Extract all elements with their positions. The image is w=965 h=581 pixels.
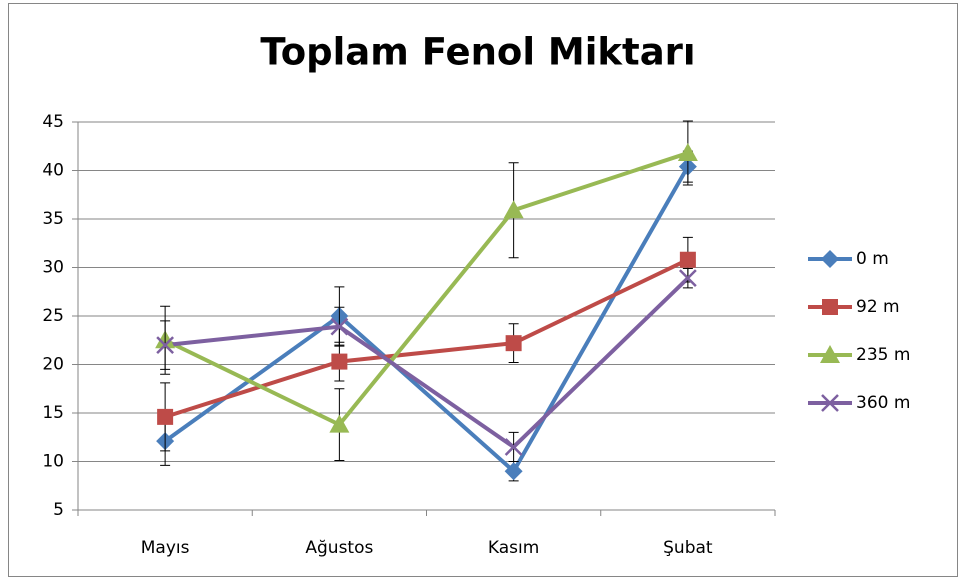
legend-label: 360 m	[856, 393, 910, 413]
marker	[156, 336, 175, 354]
marker	[157, 408, 174, 425]
chart-title: Toplam Fenol Miktarı	[260, 31, 695, 74]
marker	[331, 353, 348, 370]
legend-label: 235 m	[856, 345, 910, 365]
x-tick-label: Şubat	[663, 538, 713, 558]
series-line	[164, 257, 689, 419]
marker	[678, 269, 697, 288]
marker	[505, 335, 522, 352]
y-tick-label: 25	[42, 306, 64, 326]
y-tick-label: 45	[42, 112, 64, 132]
marker	[503, 200, 524, 219]
y-tick-label: 40	[42, 161, 64, 181]
x-tick-label: Mayıs	[141, 538, 190, 558]
marker	[330, 317, 349, 336]
marker	[677, 143, 698, 162]
legend-marker	[821, 394, 839, 412]
series-line	[164, 276, 690, 450]
x-tick-label: Kasım	[488, 538, 539, 558]
legend-marker	[822, 299, 838, 315]
y-tick-label: 5	[53, 500, 64, 520]
chart-border	[8, 3, 958, 577]
marker	[329, 414, 350, 433]
series-line	[163, 165, 690, 475]
y-tick-label: 15	[42, 403, 64, 423]
marker	[679, 251, 696, 268]
marker	[504, 462, 523, 481]
legend-label: 0 m	[856, 249, 889, 269]
x-tick-label: Ağustos	[305, 538, 373, 558]
y-tick-label: 20	[42, 355, 64, 375]
legend-marker	[820, 345, 840, 363]
legend-label: 92 m	[856, 297, 900, 317]
series-line	[164, 151, 689, 428]
legend-marker	[821, 250, 839, 268]
y-tick-label: 10	[42, 452, 64, 472]
y-tick-label: 35	[42, 209, 64, 229]
y-tick-label: 30	[42, 258, 64, 278]
marker	[504, 438, 523, 456]
